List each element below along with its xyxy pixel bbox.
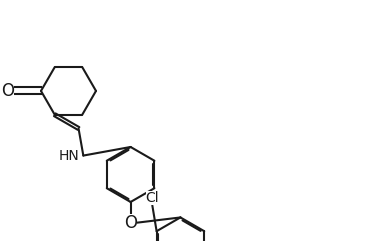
Text: HN: HN	[58, 149, 79, 163]
Text: O: O	[124, 214, 137, 233]
Text: O: O	[1, 82, 14, 100]
Text: Cl: Cl	[145, 191, 159, 205]
